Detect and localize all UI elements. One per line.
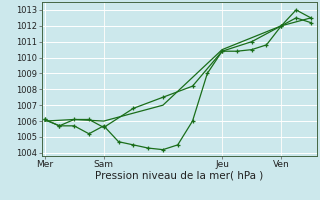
X-axis label: Pression niveau de la mer( hPa ): Pression niveau de la mer( hPa ) <box>95 171 263 181</box>
